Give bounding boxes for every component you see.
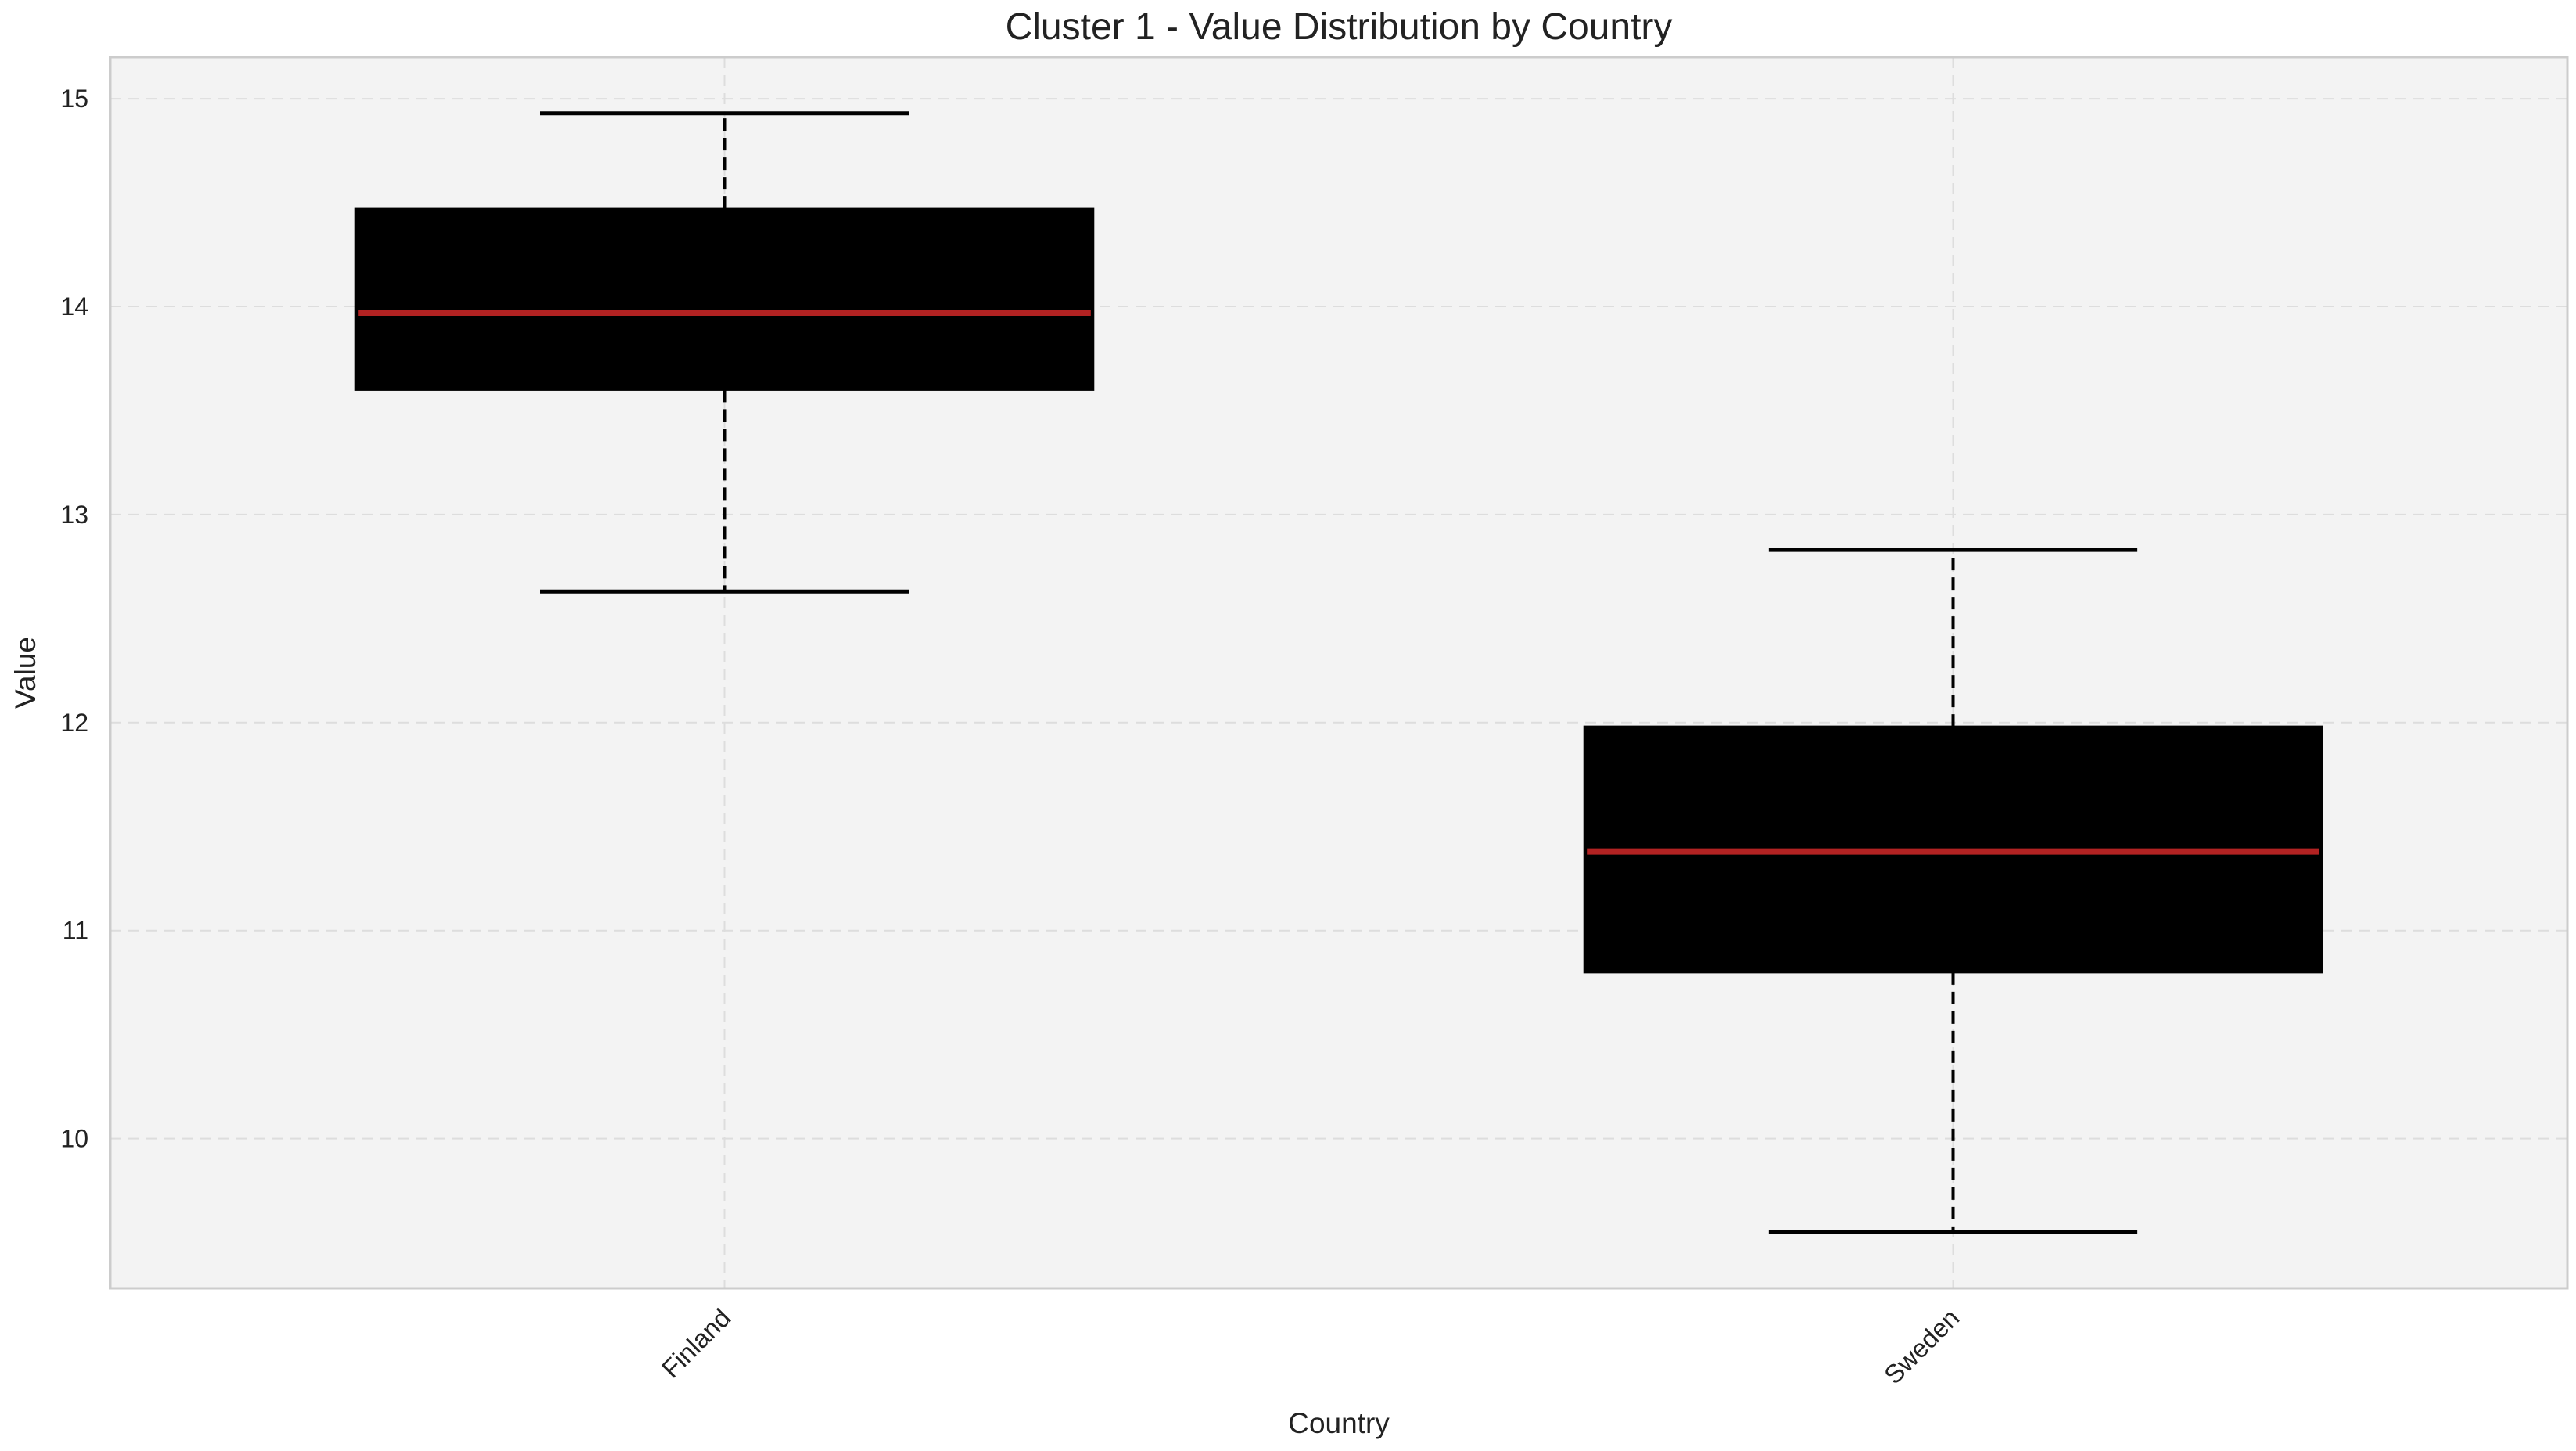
chart-title: Cluster 1 - Value Distribution by Countr… — [1006, 6, 1673, 48]
y-tick-label: 15 — [60, 84, 88, 113]
y-tick-label: 14 — [60, 293, 88, 321]
box-finland — [354, 111, 1095, 594]
plot-frame — [109, 56, 2569, 1290]
x-axis-ticks: Finland Sweden — [656, 1303, 1965, 1389]
box-sweden — [1583, 548, 2323, 1234]
x-axis-label: Country — [1288, 1407, 1390, 1439]
box-body — [354, 207, 1095, 391]
y-tick-label: 12 — [60, 709, 88, 737]
y-axis-ticks: 10 11 12 13 14 15 — [60, 84, 88, 1152]
x-tick-label: Sweden — [1878, 1303, 1964, 1389]
boxes-layer — [354, 111, 2323, 1234]
y-axis-label: Value — [9, 637, 41, 709]
y-tick-label: 10 — [60, 1125, 88, 1153]
x-tick-label: Finland — [656, 1303, 737, 1384]
y-tick-label: 13 — [60, 501, 88, 529]
y-tick-label: 11 — [63, 917, 88, 945]
